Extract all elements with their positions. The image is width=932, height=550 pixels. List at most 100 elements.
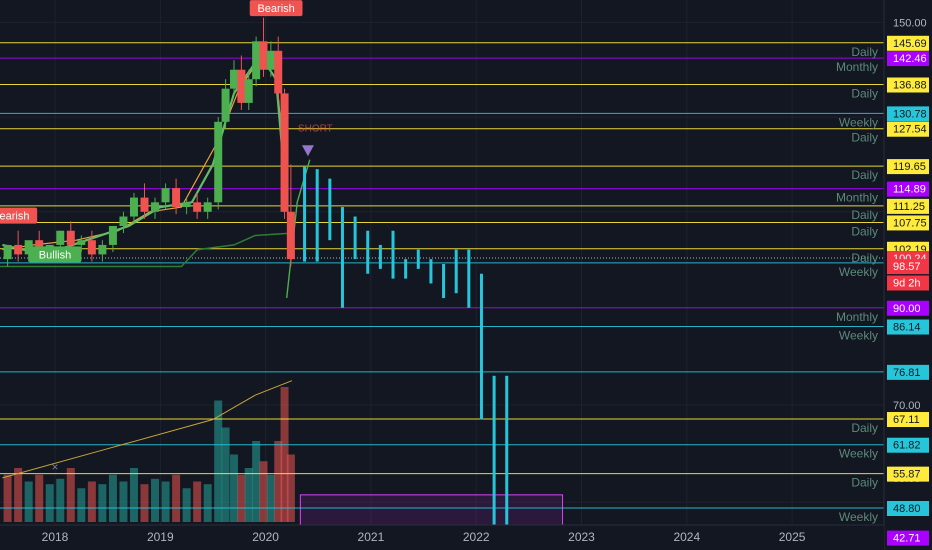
price-badge[interactable] xyxy=(887,159,929,175)
timeframe-label: Daily xyxy=(851,131,878,145)
volume-bar xyxy=(230,454,239,522)
price-tick-label: 70.00 xyxy=(893,400,921,412)
volume-bar xyxy=(286,454,295,522)
timeframe-label: Daily xyxy=(851,476,878,490)
price-axis[interactable]: 150.0070.0055.00145.69142.46136.88130.78… xyxy=(883,0,932,550)
volume-bar xyxy=(237,474,246,522)
volume-bar xyxy=(214,400,223,522)
price-badge-label: 127.54 xyxy=(893,124,927,136)
price-badge-label: 130.78 xyxy=(893,108,927,120)
projection-bar xyxy=(378,244,382,269)
projection-bar xyxy=(479,273,483,420)
price-badge-label: 111.25 xyxy=(893,201,925,213)
candle-body xyxy=(119,216,128,226)
volume-bar xyxy=(35,474,44,522)
volume-bar xyxy=(266,474,275,522)
volume-bar xyxy=(119,481,128,522)
bullish-badge-label: Bullish xyxy=(39,249,71,261)
projection-bar xyxy=(492,375,496,538)
projection-bar xyxy=(404,259,408,279)
candle-body xyxy=(193,202,202,212)
candle-body xyxy=(221,88,230,122)
candle-body xyxy=(214,121,223,203)
long-ma-line xyxy=(2,380,293,479)
volume-bar xyxy=(108,474,117,522)
price-badge[interactable] xyxy=(887,364,929,380)
price-badge[interactable] xyxy=(887,51,929,67)
candle-body xyxy=(87,240,96,255)
volume-bar xyxy=(66,468,75,522)
projection-bar xyxy=(442,264,446,299)
projection-bars xyxy=(303,166,509,538)
candle-body xyxy=(151,202,160,212)
candle-body xyxy=(274,50,283,94)
price-badge[interactable] xyxy=(887,198,929,214)
price-badge-label: 145.69 xyxy=(893,38,927,50)
indicator-lines xyxy=(0,49,311,479)
time-axis[interactable]: 2018 2019 2020 2021 2022 2023 2024 2025 xyxy=(0,524,884,550)
timeframe-label: Daily xyxy=(851,168,878,182)
price-badge-label: 48.80 xyxy=(893,503,921,515)
timeframe-label: Monthly xyxy=(836,60,878,74)
volume-bar xyxy=(274,441,283,522)
timeframe-label: Weekly xyxy=(839,329,878,343)
volume-bar xyxy=(129,468,138,522)
close-marker-icon: × xyxy=(51,460,58,474)
timeframe-label: Daily xyxy=(851,251,878,265)
time-tick-label: 2022 xyxy=(463,530,490,544)
volume-bar xyxy=(87,481,96,522)
price-badge[interactable] xyxy=(887,466,929,482)
projection-bar xyxy=(303,166,307,262)
price-badge[interactable] xyxy=(887,437,929,453)
price-badge[interactable] xyxy=(887,319,929,335)
price-badge[interactable] xyxy=(887,500,929,516)
price-badge[interactable] xyxy=(887,35,929,51)
volume-bar xyxy=(24,481,33,522)
timeframe-label: Daily xyxy=(851,45,878,59)
volume-bar xyxy=(45,484,54,522)
candle-body xyxy=(286,211,295,260)
candle-body xyxy=(230,69,239,89)
price-badge[interactable] xyxy=(887,275,929,291)
price-badge-label: 67.11 xyxy=(893,414,920,426)
price-badge[interactable] xyxy=(887,106,929,122)
projection-bar xyxy=(353,216,357,260)
candle-body xyxy=(203,202,212,212)
price-badge[interactable] xyxy=(887,77,929,93)
timeframe-label: Weekly xyxy=(839,115,878,129)
price-badge[interactable] xyxy=(887,181,929,197)
projection-bar xyxy=(467,249,471,308)
candle-body xyxy=(172,188,181,208)
candle-body xyxy=(66,230,75,245)
price-badge-label: 76.81 xyxy=(893,367,921,379)
volume-bar xyxy=(244,468,253,522)
time-tick-label: 2024 xyxy=(673,530,700,544)
bearish-badge-label: Bearish xyxy=(0,211,29,223)
timeframe-label: Daily xyxy=(851,87,878,101)
price-badge-label: 86.14 xyxy=(893,322,921,334)
price-badge[interactable] xyxy=(887,300,929,316)
timeframe-label: Weekly xyxy=(839,265,878,279)
price-badge-label: 114.89 xyxy=(893,184,926,196)
price-badge[interactable] xyxy=(887,215,929,231)
volume-bar xyxy=(161,481,170,522)
candle-body xyxy=(129,197,138,217)
price-badge[interactable] xyxy=(887,259,929,275)
price-badge-label: 107.75 xyxy=(893,217,927,229)
price-badge-label: 136.88 xyxy=(893,80,927,92)
price-badge[interactable] xyxy=(887,412,929,428)
volume-bar xyxy=(98,484,107,522)
short-arrow-icon xyxy=(301,145,314,157)
candle-body xyxy=(108,225,117,245)
volume-bar xyxy=(221,427,230,522)
price-badge[interactable] xyxy=(887,530,929,546)
price-badge-label: 55.87 xyxy=(893,469,921,481)
bearish-badge xyxy=(249,0,303,17)
price-badge-label: 90.00 xyxy=(893,303,921,315)
price-badge[interactable] xyxy=(887,121,929,137)
candle-body xyxy=(266,50,275,70)
volume-bar xyxy=(193,481,202,522)
volume-bar xyxy=(77,488,86,522)
price-badge-label: 98.57 xyxy=(893,261,921,273)
